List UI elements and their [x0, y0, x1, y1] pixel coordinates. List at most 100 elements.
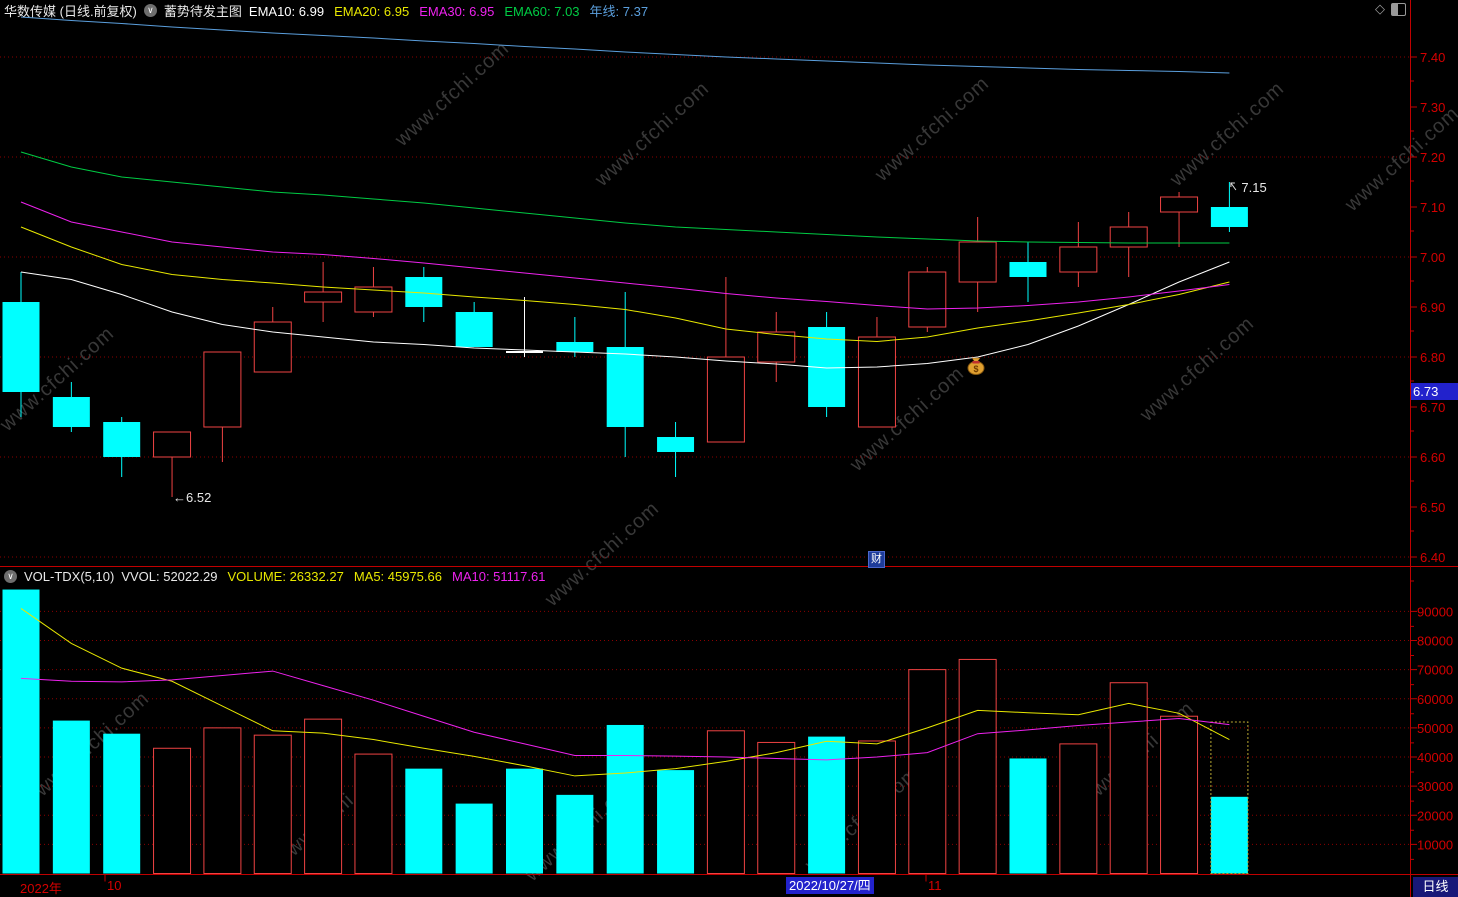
volume-legend-item: MA10: 51117.61 — [452, 568, 546, 584]
volume-axis-label: 50000 — [1417, 721, 1453, 736]
candle-body-up — [958, 241, 997, 283]
candle-body-up — [203, 351, 242, 428]
volume-bar-down — [1009, 758, 1047, 874]
volume-bar-down — [808, 736, 846, 874]
candle-body-up — [354, 286, 393, 313]
volume-bar-down — [455, 803, 493, 874]
volume-legend-item: MA5: 45975.66 — [353, 568, 442, 584]
low-price-annotation: ←6.52 — [173, 490, 212, 505]
candle-body-up — [253, 321, 292, 373]
candle-body-down — [1009, 262, 1047, 277]
candle-body-up — [153, 431, 192, 458]
period-selector[interactable]: 日线 — [1413, 877, 1458, 897]
candle-body-up — [857, 336, 896, 428]
volume-bar-up — [757, 741, 796, 874]
volume-axis-label: 80000 — [1417, 634, 1453, 649]
volume-bar-up — [354, 753, 393, 875]
volume-legend: VVOL: 52022.29 VOLUME: 26332.27 MA5: 45975… — [121, 569, 555, 584]
news-marker[interactable]: 财 — [868, 551, 885, 568]
volume-bar-down — [1210, 796, 1248, 874]
vvol-projection-box — [1210, 721, 1249, 875]
time-axis-label: 11 — [928, 878, 942, 893]
price-axis-label: 6.70 — [1420, 400, 1445, 415]
volume-axis-label: 40000 — [1417, 750, 1453, 765]
cursor-date-label: 2022/10/27/四 — [786, 877, 874, 894]
candle-body-up — [706, 356, 745, 443]
candle-body-up — [304, 291, 343, 303]
volume-bar-up — [304, 718, 343, 875]
volume-bar-down — [405, 768, 443, 874]
corner-toolbar: ◇ — [1375, 2, 1406, 16]
volume-bar-up — [253, 734, 292, 874]
main-indicator-name[interactable]: 蓄势待发主图 — [163, 3, 242, 19]
ema-legend-item: EMA10: 6.99 — [248, 3, 325, 19]
volume-bar-up — [1160, 715, 1199, 874]
time-axis: 2022年 10 2022/10/27/四 11 — [0, 876, 1458, 897]
volume-bar-up — [958, 658, 997, 875]
price-axis-label: 7.00 — [1420, 250, 1445, 265]
volume-bar-down — [2, 589, 40, 874]
candle-body-down — [606, 347, 644, 427]
axis-price-cursor-label: 6.73 — [1411, 383, 1458, 400]
volume-ma-line-MA5 — [20, 608, 1230, 777]
volume-axis-label: 60000 — [1417, 692, 1453, 707]
candle-body-up — [1109, 226, 1148, 248]
price-axis-label: 7.20 — [1420, 150, 1445, 165]
price-axis-label: 6.80 — [1420, 350, 1445, 365]
volume-bar-down — [506, 768, 543, 874]
money-bag-icon[interactable]: $ — [967, 357, 985, 375]
price-axis-label: 7.10 — [1420, 200, 1445, 215]
candle-body-up — [1059, 246, 1098, 273]
volume-axis-label: 90000 — [1417, 604, 1453, 619]
main-pane-header: 华数传媒 (日线.前复权) ∨ 蓄势待发主图 EMA10: 6.99 EMA20:… — [4, 1, 658, 20]
ma-line-EMA30 — [20, 201, 1230, 310]
ma-line-EMA20 — [20, 226, 1230, 343]
time-axis-label: 2022年 — [20, 881, 62, 896]
volume-bar-down — [103, 733, 141, 874]
candle-body-down — [52, 397, 90, 427]
candle-body-down — [556, 342, 594, 352]
volume-bar-down — [52, 720, 90, 874]
volume-bar-up — [857, 740, 896, 875]
candle-body-up — [757, 331, 796, 363]
price-axis-label: 6.50 — [1420, 500, 1445, 515]
ema-legend-item: EMA20: 6.95 — [334, 3, 410, 19]
diamond-icon[interactable]: ◇ — [1375, 1, 1385, 16]
ema-legend-item: EMA60: 7.03 — [504, 3, 580, 19]
volume-pane-header: ∨ VOL-TDX(5,10) VVOL: 52022.29 VOLUME: 26… — [4, 568, 555, 584]
candle-body-down — [657, 437, 695, 452]
ma-line-EMA60 — [20, 151, 1230, 244]
volume-bar-up — [1109, 682, 1148, 875]
volume-indicator-name[interactable]: VOL-TDX(5,10) — [24, 568, 115, 584]
volume-bar-down — [606, 724, 644, 874]
symbol-title: 华数传媒 (日线.前复权) — [4, 3, 137, 19]
volume-axis-label: 10000 — [1417, 837, 1453, 852]
collapse-chevron-icon[interactable]: ∨ — [143, 3, 157, 17]
volume-bar-up — [203, 727, 242, 874]
candle-body-down — [455, 312, 493, 347]
price-axis-label: 6.40 — [1420, 550, 1445, 565]
candle-body-up — [1160, 196, 1199, 213]
price-axis-label: 7.30 — [1420, 100, 1445, 115]
candle-body-down — [2, 302, 40, 392]
volume-axis-label: 70000 — [1417, 663, 1453, 678]
time-axis-label: 10 — [107, 878, 122, 893]
ma-line-年线 — [20, 16, 1230, 74]
candle-body-down — [103, 422, 141, 457]
volume-bar-up — [706, 730, 745, 874]
price-axis-label: 7.40 — [1420, 50, 1445, 65]
ema-legend-item: 年线: 7.37 — [589, 3, 649, 19]
price-axis-label: 6.90 — [1420, 300, 1445, 315]
volume-bar-up — [1059, 743, 1098, 874]
volume-ma-line-MA10 — [20, 670, 1230, 761]
collapse-chevron-icon[interactable]: ∨ — [4, 569, 17, 583]
volume-bar-up — [153, 747, 192, 875]
candle-body-up — [908, 271, 947, 328]
panel-layout-icon[interactable] — [1391, 2, 1406, 16]
ma-line-EMA10 — [20, 261, 1230, 369]
volume-axis-label: 30000 — [1417, 779, 1453, 794]
ema-legend: EMA10: 6.99 EMA20: 6.95 EMA30: 6.95 EMA60: … — [249, 1, 658, 20]
price-axis-label: 6.60 — [1420, 450, 1445, 465]
